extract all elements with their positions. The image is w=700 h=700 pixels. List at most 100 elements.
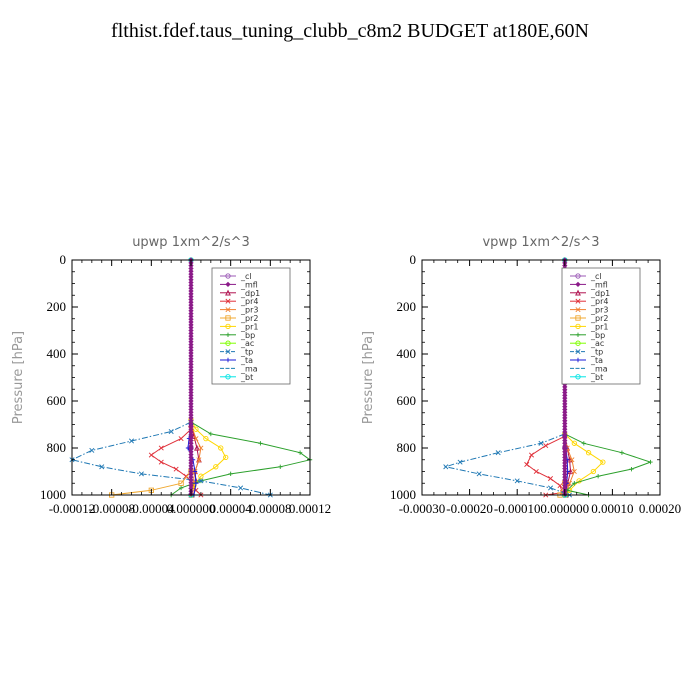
legend-marker	[575, 281, 581, 288]
data-point	[619, 450, 625, 455]
legend-marker	[575, 349, 581, 355]
series-line-pr4	[150, 428, 202, 496]
x-tick-label: -0.00012	[49, 501, 96, 516]
legend-label: _pr4	[240, 297, 258, 306]
data-point	[629, 466, 634, 472]
zero-column-markers	[188, 257, 194, 497]
y-tick-label: 1000	[40, 487, 66, 502]
legend-label: _mfl	[590, 280, 608, 289]
legend-marker	[575, 323, 581, 330]
legend-label: _bt	[590, 373, 603, 382]
data-point	[524, 461, 530, 467]
y-tick-label: 600	[397, 393, 417, 408]
legend-label: _dp1	[240, 289, 260, 298]
legend-marker	[575, 340, 581, 346]
figure-title: flthist.fdef.taus_tuning_clubb_c8m2 BUDG…	[111, 20, 589, 42]
x-tick-label: 0.00020	[639, 501, 681, 516]
data-point	[548, 476, 554, 482]
legend-label: _pr1	[240, 322, 258, 331]
data-point	[543, 443, 549, 449]
x-tick-label: 0.000000	[167, 501, 216, 516]
legend-marker	[225, 374, 231, 380]
data-point	[218, 445, 224, 451]
legend-marker	[225, 315, 231, 321]
legend-marker	[575, 374, 581, 380]
legend-label: _tp	[590, 348, 603, 357]
legend-marker	[225, 349, 231, 355]
legend-label: _ma	[240, 364, 258, 373]
data-point	[196, 457, 202, 463]
legend-marker	[225, 323, 231, 330]
data-point	[258, 441, 263, 446]
legend-label: _ta	[240, 356, 253, 365]
chart-panel-1: upwp 1xm^2/s^3 Pressure [hPa] 0 200 400 600 80…	[11, 235, 331, 516]
y-tick-label: 0	[410, 252, 417, 267]
x-tick-label: 0.00010	[591, 501, 633, 516]
x-tick-label: -0.00010	[494, 501, 541, 516]
legend-label: _ta	[590, 356, 603, 365]
data-point	[571, 468, 577, 475]
x-tick-label: 0.000000	[540, 501, 589, 516]
legend-label: _pr3	[590, 306, 608, 315]
data-point	[196, 456, 202, 463]
legend-label: _ma	[590, 364, 608, 373]
legend-label: _pr4	[590, 297, 608, 306]
data-point	[193, 481, 199, 486]
legend-label: _bp	[240, 331, 255, 340]
data-point	[585, 450, 592, 456]
data-point	[178, 436, 184, 442]
y-tick-label: 600	[47, 393, 67, 408]
data-point	[278, 464, 283, 469]
panel-title: vpwp 1xm^2/s^3	[482, 235, 599, 250]
legend-label: _cl	[240, 272, 252, 281]
y-tick-label: 1000	[390, 487, 416, 502]
data-point	[590, 468, 597, 475]
data-point	[595, 474, 601, 479]
legend-marker	[575, 315, 581, 321]
panel-title: upwp 1xm^2/s^3	[132, 235, 250, 250]
legend-label: _pr2	[240, 314, 258, 323]
data-point	[457, 459, 463, 465]
data-point	[297, 450, 303, 455]
data-point	[567, 480, 573, 486]
y-tick-label: 400	[47, 346, 67, 361]
legend-marker	[225, 298, 231, 304]
x-tick-label: -0.00020	[446, 501, 493, 516]
data-point	[99, 464, 105, 470]
legend-label: _pr3	[240, 306, 258, 315]
data-point	[208, 431, 214, 437]
x-tick-label: 0.00008	[249, 501, 291, 516]
data-point	[538, 440, 544, 446]
legend: _cl_mfl_dp1_pr4_pr3_pr2_pr1_bp_ac_tp_ta_…	[561, 267, 641, 385]
legend-label: _pr1	[590, 322, 608, 331]
legend-marker	[575, 298, 581, 304]
y-axis-label: Pressure [hPa]	[361, 331, 376, 424]
legend-label: _ac	[590, 339, 604, 348]
data-point	[203, 435, 209, 442]
legend-marker	[225, 273, 231, 279]
x-tick-label: -0.00008	[88, 501, 135, 516]
x-tick-label: 0.00004	[210, 501, 253, 516]
data-point	[533, 468, 539, 475]
y-tick-label: 200	[47, 299, 67, 314]
data-point	[228, 471, 233, 477]
data-point	[548, 485, 554, 491]
data-point	[443, 464, 449, 470]
data-point	[198, 445, 204, 451]
data-point	[198, 473, 204, 479]
data-point	[557, 483, 563, 489]
legend-marker	[225, 332, 231, 337]
legend-marker	[225, 357, 231, 363]
data-point	[89, 447, 95, 453]
legend-marker	[575, 332, 581, 337]
y-tick-label: 200	[397, 299, 417, 314]
series-line-bp	[564, 433, 653, 496]
data-point	[569, 457, 575, 463]
x-tick-label: -0.00004	[128, 501, 175, 516]
data-point	[600, 459, 606, 465]
data-point	[581, 441, 587, 446]
y-tick-label: 400	[397, 346, 417, 361]
data-point	[648, 459, 653, 465]
y-tick-label: 800	[397, 440, 417, 455]
data-point	[148, 452, 154, 458]
